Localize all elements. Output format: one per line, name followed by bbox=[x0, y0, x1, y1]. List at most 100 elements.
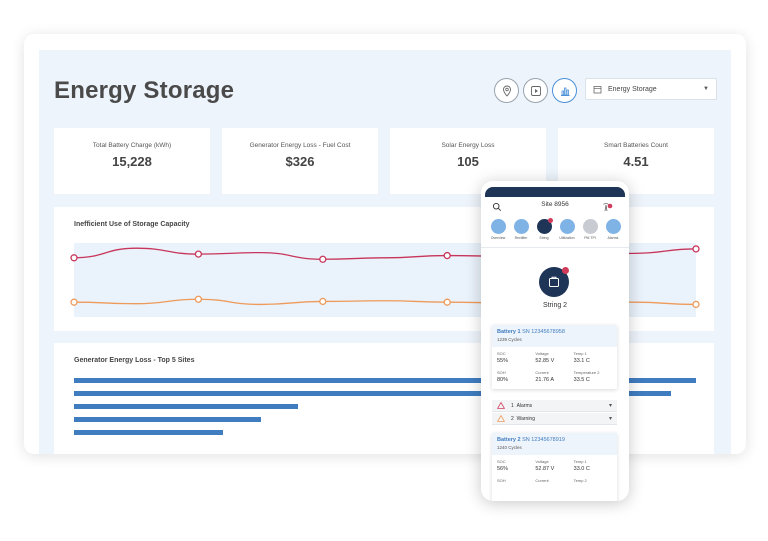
nav-label: PM TPI bbox=[584, 236, 596, 240]
battery-card-header: Battery 2 SN 12345678919 1240 Cycles bbox=[492, 433, 617, 455]
stat-key: Voltage bbox=[535, 351, 549, 356]
bar-1[interactable] bbox=[74, 378, 696, 383]
kpi-value: 105 bbox=[457, 154, 479, 169]
kpi-label: Generator Energy Loss - Fuel Cost bbox=[249, 142, 351, 149]
bar-4[interactable] bbox=[74, 417, 261, 422]
data-point[interactable] bbox=[70, 298, 78, 306]
battery-icon bbox=[549, 276, 559, 287]
stat-value: 52.85 V bbox=[535, 358, 555, 364]
kpi-label: Smart Batteries Count bbox=[604, 142, 668, 149]
data-point[interactable] bbox=[319, 297, 327, 306]
battery-cycles: 1240 Cycles bbox=[497, 445, 522, 450]
video-button[interactable] bbox=[523, 78, 548, 103]
signal-tower-icon[interactable] bbox=[601, 202, 613, 212]
kpi-card-battery-charge: Total Battery Charge (kWh) 15,228 bbox=[54, 128, 210, 194]
view-selector[interactable]: Energy Storage ▼ bbox=[585, 78, 717, 100]
selector-value: Energy Storage bbox=[608, 85, 657, 93]
chart-view-button[interactable] bbox=[552, 78, 577, 103]
stat-value: 33.1 C bbox=[573, 358, 590, 364]
nav-label: Overview bbox=[490, 236, 506, 240]
alarm-count: 1 bbox=[511, 402, 514, 409]
stat-soc: SOC 55% bbox=[497, 351, 535, 364]
string-battery-icon bbox=[539, 267, 569, 297]
stat-value: 55% bbox=[497, 358, 509, 364]
battery-title: Battery 1 bbox=[497, 329, 521, 335]
stat-value: 21.76 A bbox=[535, 377, 554, 383]
string-label: String 2 bbox=[542, 302, 568, 309]
data-point[interactable] bbox=[194, 295, 203, 303]
stat-key: Current bbox=[535, 370, 549, 375]
chevron-down-icon: ▾ bbox=[608, 403, 612, 409]
nav-item-overview[interactable]: Overview bbox=[487, 219, 509, 240]
phone-header: Site 8956 bbox=[481, 197, 629, 213]
chevron-down-icon: ▼ bbox=[703, 86, 709, 92]
battery-title-line: Battery 2 SN 12345678919 bbox=[497, 437, 612, 443]
stat-current: Current bbox=[535, 478, 573, 485]
stat-value: 52.87 V bbox=[535, 466, 555, 472]
bar-2[interactable] bbox=[74, 391, 672, 396]
warning-triangle-icon bbox=[497, 402, 505, 409]
battery-serial: SN 12345678919 bbox=[522, 437, 565, 443]
warning-count: 2 bbox=[511, 415, 514, 422]
stat-soh: SOH 80% bbox=[497, 370, 535, 383]
stat-key: Temperature 2 bbox=[573, 370, 600, 375]
stat-value: 33.0 C bbox=[573, 466, 590, 472]
stat-key: Temp 1 bbox=[573, 459, 587, 464]
location-pin-icon bbox=[502, 85, 511, 97]
stat-temp2: Temp 2 bbox=[574, 478, 612, 485]
bar-5[interactable] bbox=[74, 430, 224, 435]
nav-label: Rectifier bbox=[514, 236, 528, 240]
bar-3[interactable] bbox=[74, 404, 298, 409]
nav-item-pm-tpi[interactable]: PM TPI bbox=[579, 219, 601, 240]
data-point[interactable] bbox=[692, 245, 700, 253]
battery-title: Battery 2 bbox=[497, 437, 521, 443]
warning-row[interactable]: 2 Warning ▾ bbox=[492, 413, 617, 425]
checklist-icon bbox=[582, 219, 598, 234]
phone-status-bar bbox=[485, 187, 625, 197]
battery-card-2[interactable]: Battery 2 SN 12345678919 1240 Cycles SOC… bbox=[492, 433, 617, 501]
nav-item-alarms[interactable]: Alarms bbox=[602, 219, 624, 240]
phone-nav: Overview Rectifier String Utilization PM… bbox=[487, 218, 627, 240]
search-icon[interactable] bbox=[492, 202, 502, 212]
chevron-down-icon: ▾ bbox=[608, 416, 612, 422]
stat-key: SOH bbox=[497, 478, 506, 483]
stat-key: Voltage bbox=[535, 459, 549, 464]
warning-label: Warning bbox=[516, 415, 535, 422]
nav-item-utilization[interactable]: Utilization bbox=[556, 219, 578, 240]
stat-temp1: Temp 1 33.0 C bbox=[574, 459, 612, 472]
location-button[interactable] bbox=[494, 78, 519, 103]
battery-cycles: 1239 Cycles bbox=[497, 337, 522, 342]
alarms-row[interactable]: 1 Alarms ▾ bbox=[492, 400, 617, 412]
data-point[interactable] bbox=[194, 250, 203, 258]
kpi-value: $326 bbox=[285, 154, 315, 169]
stat-key: Temp 1 bbox=[573, 351, 587, 356]
data-point[interactable] bbox=[443, 298, 451, 306]
stat-key: Temp 2 bbox=[573, 478, 587, 483]
nav-label: Alarms bbox=[607, 236, 619, 240]
nav-label: Utilization bbox=[559, 236, 575, 240]
stat-key: Current bbox=[535, 478, 549, 483]
overview-icon bbox=[490, 219, 506, 234]
data-point[interactable] bbox=[692, 300, 700, 309]
data-point[interactable] bbox=[319, 255, 327, 263]
bar-chart-icon bbox=[560, 87, 569, 96]
stat-current: Current 21.76 A bbox=[535, 370, 573, 383]
battery-icon bbox=[536, 218, 553, 234]
stat-voltage: Voltage 52.87 V bbox=[535, 459, 573, 472]
stat-key: SOC bbox=[497, 459, 506, 464]
alert-dot bbox=[547, 218, 553, 223]
alert-dot bbox=[562, 267, 569, 274]
nav-item-string[interactable]: String bbox=[533, 218, 555, 240]
kpi-card-generator-loss: Generator Energy Loss - Fuel Cost $326 bbox=[222, 128, 378, 194]
rectifier-icon bbox=[513, 219, 529, 234]
kpi-label: Total Battery Charge (kWh) bbox=[92, 142, 172, 149]
generator-chart-title: Generator Energy Loss - Top 5 Sites bbox=[74, 357, 195, 364]
stat-key: SOH bbox=[497, 370, 506, 375]
mobile-app-preview: Site 8956 Overview Rectifier String Util… bbox=[481, 181, 629, 501]
site-title: Site 8956 bbox=[541, 201, 569, 208]
data-point[interactable] bbox=[70, 254, 78, 262]
alarm-list-icon bbox=[605, 219, 621, 234]
nav-item-rectifier[interactable]: Rectifier bbox=[510, 219, 532, 240]
data-point[interactable] bbox=[443, 251, 451, 260]
battery-card-1[interactable]: Battery 1 SN 12345678958 1239 Cycles SOC… bbox=[492, 325, 617, 389]
